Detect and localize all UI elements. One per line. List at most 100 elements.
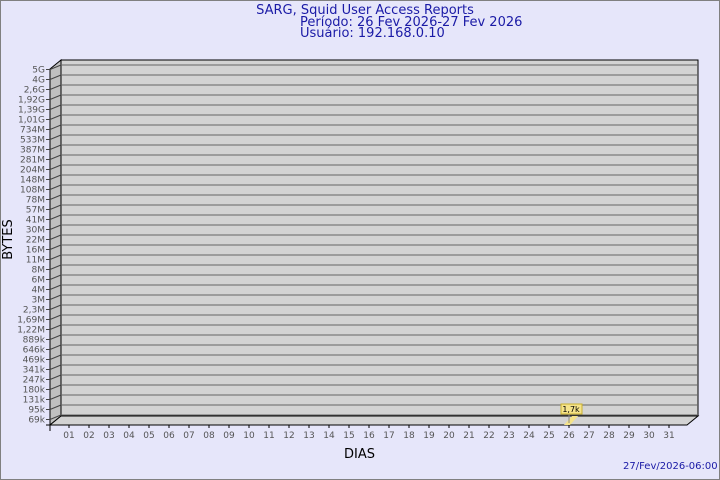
y-tick-label: 533M	[20, 136, 45, 146]
y-tick-label: 78M	[26, 196, 45, 206]
x-tick-label: 08	[203, 431, 215, 441]
y-tick-label: 69k	[28, 416, 45, 426]
y-tick-label: 734M	[20, 126, 45, 136]
y-tick-label: 204M	[20, 166, 45, 176]
y-tick-label: 341k	[23, 366, 46, 376]
x-tick-label: 05	[143, 431, 154, 441]
y-tick-label: 30M	[26, 226, 45, 236]
x-tick-label: 21	[463, 431, 474, 441]
bar-label: 1,7k	[562, 405, 580, 414]
gridline-side	[49, 284, 62, 290]
y-tick-label: 22M	[26, 236, 45, 246]
gridline-side	[49, 394, 62, 400]
x-tick-label: 03	[103, 431, 114, 441]
x-tick-label: 23	[503, 431, 514, 441]
gridline-side	[49, 374, 62, 380]
gridline-side	[49, 84, 62, 90]
gridline-side	[49, 274, 62, 280]
gridline-side	[49, 154, 62, 160]
y-tick-label: 95k	[28, 406, 45, 416]
y-tick-label: 180k	[23, 386, 46, 396]
x-tick-label: 19	[423, 431, 435, 441]
y-tick-label: 4M	[32, 286, 46, 296]
x-tick-label: 26	[563, 431, 575, 441]
chart-user: Usuário: 192.168.0.10	[300, 26, 445, 41]
y-tick-label: 1,69M	[17, 316, 45, 326]
y-tick-label: 1,01G	[18, 116, 45, 126]
gridline-side	[49, 124, 62, 130]
gridline-side	[49, 104, 62, 110]
y-tick-label: 1,22M	[17, 326, 45, 336]
x-tick-label: 28	[603, 431, 615, 441]
y-tick-label: 131k	[23, 396, 46, 406]
bar-day-26	[564, 416, 578, 425]
x-tick-label: 22	[483, 431, 494, 441]
y-tick-label: 4G	[32, 76, 45, 86]
y-tick-label: 8M	[32, 266, 46, 276]
x-axis-label: DIAS	[344, 447, 375, 462]
y-tick-label: 16M	[26, 246, 45, 256]
plot-floor	[48, 415, 700, 426]
x-tick-label: 02	[83, 431, 94, 441]
x-tick-label: 16	[363, 431, 375, 441]
y-tick-label: 387M	[20, 146, 45, 156]
chart-title: SARG, Squid User Access Reports	[256, 3, 474, 18]
chart-period: Período: 26 Fev 2026-27 Fev 2026	[300, 15, 523, 30]
x-tick-label: 14	[323, 431, 335, 441]
x-tick-label: 30	[643, 431, 655, 441]
gridline-side	[49, 244, 62, 250]
gridline-side	[49, 344, 62, 350]
x-tick-label: 15	[343, 431, 354, 441]
x-tick-label: 20	[443, 431, 455, 441]
y-tick-label: 41M	[26, 216, 45, 226]
gridline-side	[49, 184, 62, 190]
y-tick-label: 108M	[20, 186, 45, 196]
gridline-side	[49, 224, 62, 230]
y-tick-label: 1,92G	[18, 96, 45, 106]
gridline-side	[49, 384, 62, 390]
x-tick-label: 27	[583, 431, 594, 441]
y-tick-label: 148M	[20, 176, 45, 186]
plot-back-wall	[60, 59, 699, 417]
y-tick-label: 3M	[32, 296, 46, 306]
plot-left-wall	[49, 58, 62, 427]
y-tick-label: 1,39G	[18, 106, 45, 116]
gridline-side	[49, 304, 62, 310]
x-tick-label: 18	[403, 431, 415, 441]
gridline-side	[49, 364, 62, 370]
x-tick-label: 13	[303, 431, 314, 441]
y-tick-label: 5G	[32, 66, 45, 76]
x-tick-label: 06	[163, 431, 175, 441]
gridline-side	[49, 354, 62, 360]
gridline-side	[49, 294, 62, 300]
gridline-side	[49, 194, 62, 200]
x-tick-label: 01	[63, 431, 74, 441]
gridline-side	[49, 324, 62, 330]
y-tick-label: 281M	[20, 156, 45, 166]
x-tick-label: 25	[543, 431, 554, 441]
y-tick-label: 57M	[26, 206, 45, 216]
bar-label-box	[560, 403, 583, 415]
gridline-side	[49, 234, 62, 240]
x-tick-label: 04	[123, 431, 135, 441]
gridline-side	[49, 94, 62, 100]
y-tick-label: 247k	[23, 376, 46, 386]
y-tick-label: 6M	[32, 276, 46, 286]
gridline-side	[49, 144, 62, 150]
gridline-side	[49, 114, 62, 120]
gridline-side	[49, 254, 62, 260]
y-tick-label: 646k	[23, 346, 46, 356]
gridline-side	[49, 164, 62, 170]
gridline-side	[49, 264, 62, 270]
y-tick-label: 2,3M	[23, 306, 45, 316]
gridline-side	[49, 174, 62, 180]
x-tick-label: 10	[243, 431, 255, 441]
gridline-side	[49, 414, 62, 420]
gridline-side	[49, 314, 62, 320]
gridline-side	[49, 204, 62, 210]
y-tick-label: 11M	[26, 256, 45, 266]
gridline-side	[49, 134, 62, 140]
y-tick-label: 889k	[23, 336, 46, 346]
gridline-side	[49, 404, 62, 410]
